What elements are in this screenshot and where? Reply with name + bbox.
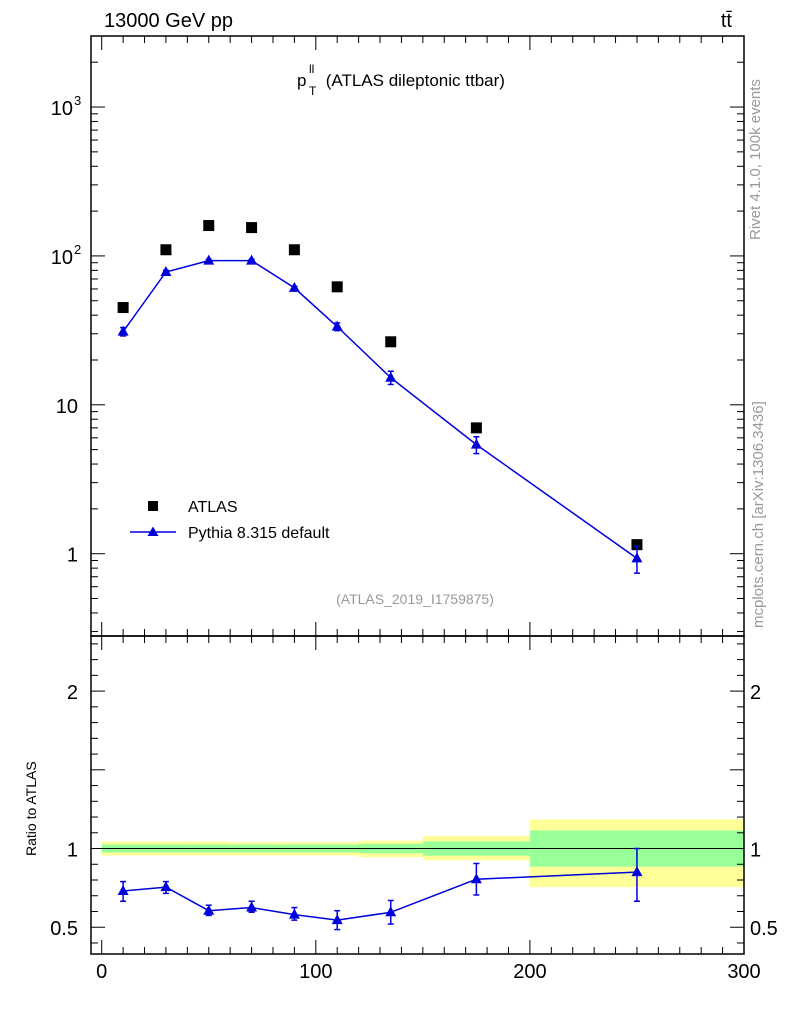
- x-tick-label: 100: [299, 961, 332, 983]
- atlas-data-point: [331, 281, 343, 293]
- y-tick-label: 1: [67, 545, 78, 567]
- ratio-pythia-point: [246, 901, 258, 912]
- collision-label: 13000 GeV pp: [104, 10, 233, 32]
- ratio-pythia-point: [160, 881, 172, 892]
- y-tick-label-exponent: 3: [74, 93, 81, 108]
- ratio-pythia-point: [331, 914, 343, 925]
- ratio-y-tick-label: 2: [67, 682, 78, 704]
- main-frame: [90, 35, 745, 637]
- x-tick-label: 200: [513, 961, 546, 983]
- pythia-data-point: [470, 438, 482, 449]
- ratio-y-axis-label: Ratio to ATLAS: [23, 761, 39, 856]
- pythia-data-point: [385, 371, 397, 382]
- legend-pythia-marker: [147, 526, 159, 536]
- pythia-data-point: [631, 552, 643, 563]
- ratio-pythia-point: [385, 906, 397, 917]
- plot-title-text: (ATLAS dileptonic ttbar): [321, 71, 505, 90]
- ratio-pythia-point: [470, 873, 482, 884]
- pythia-data-point: [288, 281, 300, 292]
- atlas-data-point: [288, 244, 300, 256]
- ratio-frame: [90, 635, 745, 955]
- x-tick-label: 300: [727, 961, 760, 983]
- ratio-y-tick-label: 1: [67, 840, 78, 862]
- atlas-data-point: [631, 539, 643, 551]
- y-tick-label-exponent: 2: [74, 242, 81, 257]
- ratio-pythia-point: [203, 904, 215, 915]
- rivet-version-label: Rivet 4.1.0, 100k events: [747, 79, 764, 240]
- analysis-watermark: (ATLAS_2019_I1759875): [336, 591, 494, 607]
- mcplots-label: mcplots.cern.ch [arXiv:1306.3436]: [750, 401, 767, 628]
- ratio-pythia-point: [631, 866, 643, 877]
- ratio-y-tick-label-right: 1: [750, 840, 761, 862]
- ratio-pythia-point: [117, 885, 129, 896]
- plot-title-superscript: ll: [309, 62, 314, 76]
- atlas-data-point: [470, 422, 482, 434]
- process-label: tt̄: [721, 10, 733, 32]
- ratio-y-tick-label-right: 0.5: [750, 918, 778, 940]
- legend-atlas-marker: [148, 501, 158, 511]
- y-tick-label: 10: [51, 247, 73, 269]
- pythia-data-point: [331, 320, 343, 331]
- plot-title-subscript: T: [309, 84, 317, 98]
- pythia-data-point: [160, 265, 172, 276]
- atlas-data-point: [203, 220, 215, 232]
- ratio-y-tick-label: 0.5: [50, 918, 78, 940]
- atlas-data-point: [246, 222, 258, 234]
- pythia-data-point: [203, 254, 215, 265]
- atlas-data-point: [385, 336, 397, 348]
- x-tick-label: 0: [96, 961, 107, 983]
- plot-title-base: p: [297, 71, 306, 90]
- atlas-data-point: [160, 244, 172, 256]
- ratio-panel: 0 100 200 300 0.5 0.5 1 1 2 2: [50, 635, 778, 983]
- pythia-data-point: [117, 325, 129, 336]
- atlas-data-point: [117, 302, 129, 314]
- pythia-data-point: [246, 254, 258, 265]
- ratio-y-tick-label-right: 2: [750, 682, 761, 704]
- ratio-pythia-point: [288, 908, 300, 919]
- y-tick-label: 10: [51, 98, 73, 120]
- legend-pythia-label: Pythia 8.315 default: [188, 525, 330, 542]
- y-tick-label: 10: [56, 396, 78, 418]
- legend-atlas-label: ATLAS: [188, 499, 238, 516]
